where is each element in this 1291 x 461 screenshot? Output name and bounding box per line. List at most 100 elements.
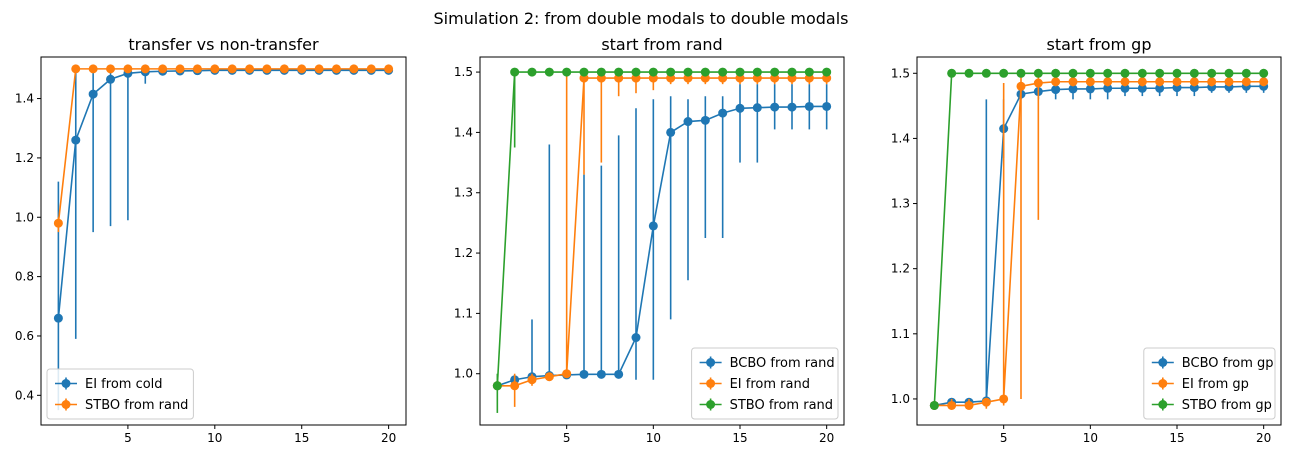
legend-marker — [1158, 379, 1168, 388]
data-point — [1155, 83, 1165, 93]
data-point — [262, 64, 272, 74]
data-point — [106, 64, 116, 74]
y-tick-label: 1.4 — [891, 131, 910, 145]
subplot-title: start from rand — [601, 35, 722, 54]
data-point — [71, 135, 81, 145]
data-point — [1207, 68, 1217, 78]
data-point — [1103, 83, 1113, 93]
series-stbo-from-rand — [492, 67, 832, 413]
data-point — [1120, 68, 1130, 78]
data-point — [631, 67, 641, 77]
data-point — [366, 64, 376, 74]
x-tick-label: 10 — [1083, 431, 1098, 445]
y-tick-label: 0.8 — [15, 270, 34, 284]
axes-frame — [916, 56, 1282, 426]
data-point — [384, 64, 394, 74]
legend: EI from cold STBO from rand — [46, 368, 194, 420]
data-point — [1016, 68, 1026, 78]
data-point — [331, 64, 341, 74]
data-point — [1068, 68, 1078, 78]
data-point — [123, 64, 133, 74]
data-point — [666, 127, 676, 137]
data-point — [1120, 77, 1130, 87]
data-point — [1172, 77, 1182, 87]
data-point — [88, 89, 98, 99]
data-point — [1085, 68, 1095, 78]
data-point — [1033, 68, 1043, 78]
data-point — [1189, 68, 1199, 78]
legend-item: EI from gp — [1151, 377, 1249, 392]
data-point — [349, 64, 359, 74]
data-point — [579, 369, 589, 379]
series-bcbo-from-rand — [492, 84, 832, 391]
data-point — [1068, 77, 1078, 87]
data-point — [1137, 68, 1147, 78]
data-point — [1241, 77, 1251, 87]
data-point — [822, 67, 832, 77]
y-tick-label: 1.1 — [454, 306, 473, 320]
y-tick-label: 1.1 — [891, 327, 910, 341]
data-point — [1051, 77, 1061, 87]
series-line — [57, 68, 389, 224]
legend-item: STBO from rand — [699, 398, 833, 413]
legend: BCBO from rand EI from rand STBO from rand — [691, 347, 839, 420]
y-tick-label: 1.0 — [454, 367, 473, 381]
data-point — [527, 67, 537, 77]
x-tick-label: 20 — [819, 431, 834, 445]
data-point — [929, 400, 939, 410]
data-point — [1085, 84, 1095, 94]
data-point — [245, 64, 255, 74]
data-point — [787, 102, 797, 112]
data-point — [1137, 77, 1147, 87]
data-point — [510, 381, 520, 391]
y-tick-label: 1.2 — [891, 262, 910, 276]
series-line — [497, 77, 827, 387]
y-tick-label: 1.5 — [891, 66, 910, 80]
data-point — [1189, 77, 1199, 87]
legend-marker — [1158, 358, 1168, 367]
data-point — [804, 101, 814, 111]
subplot-title: transfer vs non-transfer — [128, 35, 319, 54]
legend-item: EI from rand — [699, 377, 810, 392]
y-tick-label: 1.3 — [891, 197, 910, 211]
legend-label: BCBO from gp — [1182, 356, 1274, 371]
data-point — [947, 68, 957, 78]
x-tick-label: 5 — [124, 431, 132, 445]
x-tick-label: 20 — [381, 431, 396, 445]
data-point — [735, 67, 745, 77]
data-point — [53, 218, 63, 228]
data-point — [492, 381, 502, 391]
x-tick-label: 10 — [646, 431, 661, 445]
data-point — [1051, 85, 1061, 95]
data-point — [683, 67, 693, 77]
series-line — [57, 69, 389, 319]
data-point — [227, 64, 237, 74]
data-point — [700, 115, 710, 125]
axes-frame — [40, 56, 407, 426]
legend-marker — [61, 400, 71, 409]
legend-item: STBO from gp — [1151, 398, 1272, 413]
data-point — [964, 400, 974, 410]
data-point — [596, 369, 606, 379]
data-point — [1259, 68, 1269, 78]
series-ei-from-gp — [929, 73, 1269, 410]
axes-frame — [479, 56, 845, 426]
data-point — [666, 67, 676, 77]
x-tick-label: 15 — [732, 431, 747, 445]
data-point — [1068, 84, 1078, 94]
data-point — [1033, 78, 1043, 88]
data-point — [192, 64, 202, 74]
legend-item: STBO from rand — [55, 398, 188, 413]
data-point — [1207, 77, 1217, 87]
legend-marker — [1158, 400, 1168, 409]
y-tick-label: 1.0 — [891, 392, 910, 406]
series-stbo-from-gp — [929, 68, 1269, 410]
data-point — [71, 64, 81, 74]
legend: BCBO from gp EI from gp STBO from gp — [1143, 347, 1276, 420]
data-point — [822, 101, 832, 111]
data-point — [770, 67, 780, 77]
data-point — [1103, 68, 1113, 78]
legend-label: EI from rand — [730, 377, 810, 392]
data-point — [1155, 68, 1165, 78]
